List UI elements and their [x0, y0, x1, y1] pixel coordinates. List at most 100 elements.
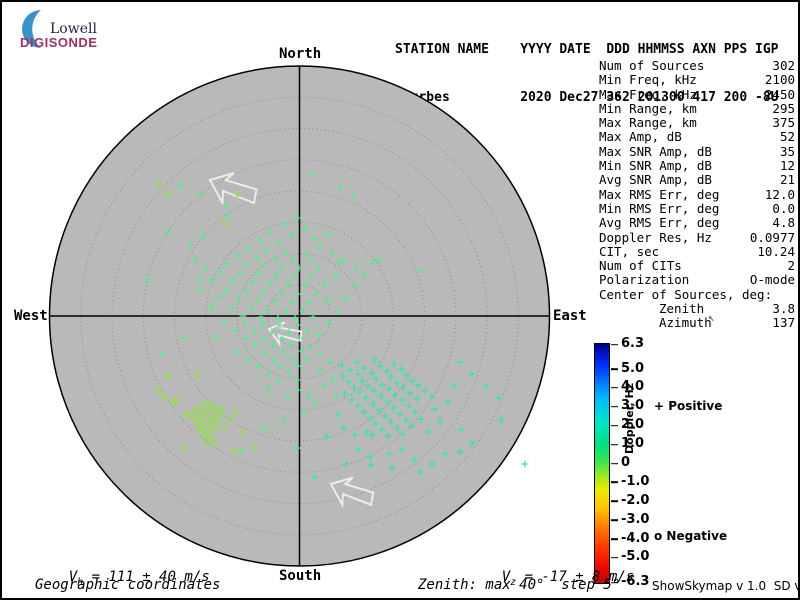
echo-source-plus-marker: [288, 231, 296, 239]
echo-source-plus-marker: [284, 394, 292, 402]
echo-source-plus-marker: [222, 201, 230, 209]
stat-row: Num of CITs 2: [599, 258, 795, 274]
echo-source-plus-marker: [251, 341, 259, 349]
echo-source-plus-marker: [334, 411, 342, 419]
echo-source-circle-marker: [170, 398, 178, 406]
echo-source-plus-marker: [425, 428, 433, 436]
echo-source-plus-marker: [303, 327, 311, 335]
echo-source-plus-marker: [316, 242, 324, 250]
echo-source-plus-marker: [245, 245, 253, 253]
echo-source-plus-marker: [416, 468, 424, 476]
echo-source-plus-marker: [393, 424, 401, 432]
echo-source-plus-marker: [301, 224, 309, 232]
stat-label: Min SNR Amp, dB: [599, 158, 712, 174]
echo-source-plus-marker: [387, 418, 395, 426]
echo-source-plus-marker: [354, 445, 362, 453]
echo-source-plus-marker: [272, 271, 280, 279]
stat-label: CIT, sec: [599, 243, 660, 259]
logo-digisonde-text: DIGISONDE: [20, 35, 98, 50]
echo-source-plus-marker: [366, 414, 374, 422]
echo-source-plus-marker: [332, 392, 340, 400]
echo-source-plus-marker: [269, 342, 277, 350]
echo-source-plus-marker: [244, 355, 252, 363]
zenith-ring: [236, 253, 363, 379]
echo-source-plus-marker: [413, 395, 421, 403]
colorbar-axis-title: Doppler, Hz: [623, 382, 636, 454]
zenith-ring: [205, 221, 394, 411]
echo-source-plus-marker: [306, 343, 314, 351]
positive-doppler-legend: + Positive: [654, 399, 723, 413]
echo-source-plus-marker: [337, 183, 345, 191]
compass-east-label: East: [553, 308, 587, 324]
echo-source-circle-marker: [206, 419, 214, 427]
echo-source-plus-marker: [294, 290, 302, 298]
echo-source-plus-marker: [309, 313, 317, 321]
echo-source-plus-marker: [235, 295, 243, 303]
echo-source-plus-marker: [285, 369, 293, 377]
stat-label: Zenith: [659, 301, 705, 317]
echo-source-plus-marker: [215, 294, 223, 302]
echo-source-plus-marker: [402, 371, 410, 379]
echo-source-plus-marker: [308, 257, 316, 265]
echo-source-circle-marker: [202, 413, 210, 421]
mouse-cursor-icon: ↖: [708, 311, 715, 324]
echo-source-plus-marker: [324, 319, 332, 327]
echo-source-plus-marker: [351, 431, 359, 439]
echo-source-plus-marker: [364, 382, 372, 390]
stat-row: Min Range, km 295: [599, 101, 795, 116]
echo-source-plus-marker: [242, 334, 250, 342]
echo-source-plus-marker: [368, 369, 376, 377]
echo-source-plus-marker: [326, 358, 334, 366]
echo-source-plus-marker: [260, 262, 268, 270]
echo-source-circle-marker: [213, 418, 221, 426]
echo-source-plus-marker: [260, 335, 268, 343]
echo-source-plus-marker: [323, 433, 331, 441]
echo-source-plus-marker: [305, 392, 313, 400]
echo-source-plus-marker: [293, 444, 301, 452]
echo-source-plus-marker: [216, 268, 224, 276]
echo-source-plus-marker: [207, 303, 215, 311]
echo-source-plus-marker: [390, 360, 398, 368]
stat-value: 375: [772, 115, 795, 131]
stat-value: 12: [779, 158, 795, 174]
echo-source-plus-marker: [360, 408, 368, 416]
echo-source-plus-marker: [288, 298, 296, 306]
echo-source-plus-marker: [284, 280, 292, 288]
stat-row: Avg SNR Amp, dB 21: [599, 172, 795, 188]
echo-source-plus-marker: [250, 327, 258, 335]
echo-source-plus-marker: [187, 241, 195, 249]
source-group-o: [155, 181, 259, 455]
echo-source-circle-marker: [155, 181, 163, 189]
echo-source-plus-marker: [266, 229, 274, 237]
stat-label: Polarization: [599, 272, 690, 288]
echo-source-circle-marker: [231, 408, 239, 416]
stat-value: 21: [779, 172, 795, 188]
echo-source-plus-marker: [375, 406, 383, 414]
echo-source-circle-marker: [192, 419, 200, 427]
echo-source-plus-marker: [339, 372, 347, 380]
echo-source-plus-marker: [367, 461, 375, 469]
echo-source-plus-marker: [457, 426, 465, 434]
echo-source-plus-marker: [144, 275, 152, 283]
zenith-ring: [267, 284, 332, 348]
software-version-label: ShowSkymap v 1.0 SD v 5.1: [652, 579, 798, 593]
colorbar-tick-label: 5.0: [610, 360, 645, 376]
stat-row: Max SNR Amp, dB 35: [599, 144, 795, 159]
echo-source-plus-marker: [408, 377, 416, 385]
echo-source-plus-marker: [278, 263, 286, 271]
echo-source-plus-marker: [233, 348, 241, 356]
stat-value: 2: [787, 258, 795, 274]
echo-source-plus-marker: [421, 387, 429, 395]
stat-label: Num of CITs: [599, 258, 682, 274]
stat-label: Azimuth: [659, 315, 712, 331]
echo-source-plus-marker: [260, 288, 268, 296]
echo-source-plus-marker: [321, 281, 329, 289]
echo-source-plus-marker: [266, 279, 274, 287]
echo-source-plus-marker: [247, 305, 255, 313]
stat-label: Max RMS Err, deg: [599, 186, 720, 202]
echo-source-plus-marker: [399, 383, 407, 391]
echo-source-plus-marker: [393, 379, 401, 387]
echo-source-plus-marker: [294, 362, 302, 370]
compass-south-label: South: [279, 568, 322, 584]
echo-source-circle-marker: [183, 410, 191, 418]
